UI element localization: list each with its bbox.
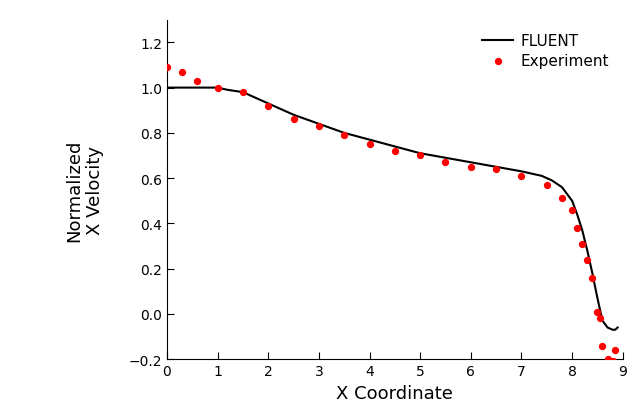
Experiment <box>177 69 187 76</box>
FLUENT <box>609 328 616 332</box>
FLUENT <box>589 271 596 276</box>
FLUENT <box>568 199 576 204</box>
Experiment <box>314 123 324 130</box>
Experiment <box>390 148 400 155</box>
FLUENT <box>163 86 171 91</box>
Experiment <box>192 78 202 85</box>
FLUENT <box>603 325 611 330</box>
FLUENT <box>538 174 546 179</box>
Experiment <box>597 342 607 349</box>
Experiment <box>593 309 603 315</box>
Experiment <box>577 241 587 247</box>
FLUENT <box>214 86 221 91</box>
Experiment <box>567 207 577 214</box>
FLUENT <box>558 185 566 190</box>
FLUENT <box>467 160 474 165</box>
FLUENT <box>290 113 297 118</box>
FLUENT <box>315 122 323 127</box>
FLUENT <box>611 328 619 332</box>
FLUENT <box>573 212 581 217</box>
Line: FLUENT: FLUENT <box>167 88 618 330</box>
Experiment <box>557 196 567 202</box>
Experiment <box>162 65 172 71</box>
FLUENT <box>528 172 535 177</box>
FLUENT <box>366 138 374 143</box>
Experiment <box>516 173 526 180</box>
Experiment <box>288 117 299 123</box>
FLUENT <box>594 296 602 301</box>
Experiment <box>440 159 451 166</box>
FLUENT <box>548 178 556 183</box>
FLUENT <box>224 88 232 93</box>
Experiment <box>595 316 605 322</box>
FLUENT <box>416 152 424 157</box>
X-axis label: X Coordinate: X Coordinate <box>336 384 453 401</box>
FLUENT <box>442 156 449 161</box>
Experiment <box>238 90 248 96</box>
FLUENT <box>584 249 591 254</box>
FLUENT <box>173 86 181 91</box>
Experiment <box>491 166 501 173</box>
FLUENT <box>204 86 211 91</box>
Experiment <box>465 164 476 171</box>
FLUENT <box>265 102 272 107</box>
Legend: FLUENT, Experiment: FLUENT, Experiment <box>476 28 615 75</box>
Y-axis label: Normalized
X Velocity: Normalized X Velocity <box>65 139 104 241</box>
FLUENT <box>517 169 525 174</box>
FLUENT <box>492 165 500 170</box>
Experiment <box>542 182 552 189</box>
FLUENT <box>391 145 399 150</box>
FLUENT <box>166 86 173 91</box>
Experiment <box>263 103 273 110</box>
Experiment <box>365 142 375 148</box>
Experiment <box>587 275 598 281</box>
Experiment <box>213 85 223 92</box>
FLUENT <box>614 325 621 330</box>
FLUENT <box>239 90 247 95</box>
FLUENT <box>184 86 191 91</box>
FLUENT <box>168 86 176 91</box>
Experiment <box>415 153 425 159</box>
FLUENT <box>598 318 606 323</box>
Experiment <box>339 133 349 139</box>
Experiment <box>607 358 618 365</box>
FLUENT <box>340 131 348 136</box>
Experiment <box>602 356 612 363</box>
FLUENT <box>193 86 201 91</box>
Experiment <box>610 347 620 354</box>
Experiment <box>582 256 593 263</box>
Experiment <box>572 225 582 232</box>
FLUENT <box>578 228 586 233</box>
